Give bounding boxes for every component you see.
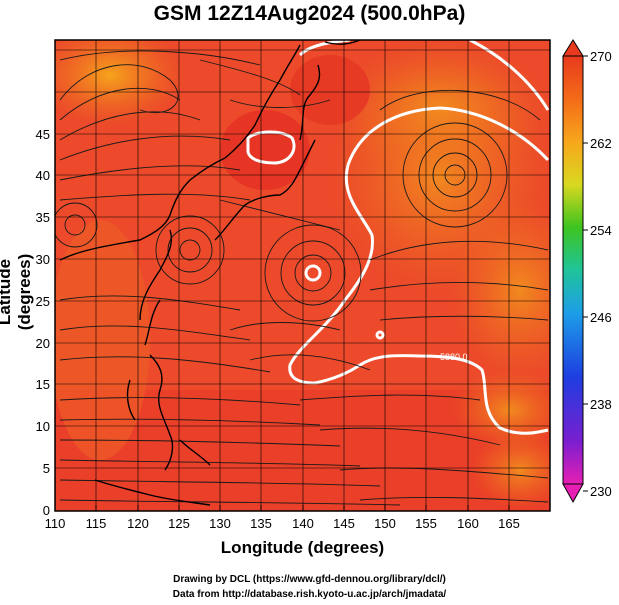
x-axis-label: Longitude (degrees): [220, 538, 385, 557]
chart-title: GSM 12Z14Aug2024 (500.0hPa): [153, 2, 466, 25]
x-tick-labels: 110 115 120 125 130 135 140 145 150 155 …: [45, 516, 520, 531]
contour-label: 5880.0: [440, 352, 468, 362]
x-tick-label: 155: [415, 516, 437, 531]
x-tick-label: 145: [333, 516, 355, 531]
x-tick-label: 160: [457, 516, 479, 531]
colorbar-label: 246: [590, 310, 612, 325]
axis-ticks: [54, 505, 510, 511]
y-tick-label: 25: [36, 294, 50, 309]
x-tick-label: 125: [168, 516, 190, 531]
y-tick-labels: 0 5 10 15 20 25 30 35 40 45 45: [36, 127, 50, 518]
y-tick-label: 35: [36, 210, 50, 225]
y-tick-label: 0: [43, 503, 50, 518]
colorbar-label: 270: [590, 49, 612, 64]
x-tick-label: 135: [250, 516, 272, 531]
y-tick-label: 5: [43, 461, 50, 476]
colorbar-label: 230: [590, 484, 612, 499]
x-tick-label: 140: [292, 516, 314, 531]
x-tick-label: 115: [86, 516, 107, 531]
data-credit: Data from http://database.rish.kyoto-u.a…: [172, 589, 447, 600]
x-tick-label: 130: [209, 516, 231, 531]
coastlines: [59, 40, 361, 506]
x-tick-label: 110: [45, 516, 66, 531]
y-tick-label: 40: [36, 168, 50, 183]
colorbar-label: 262: [590, 136, 612, 151]
colorbar: 270 262 254 246 238 230: [562, 39, 612, 504]
y-tick-label: 10: [36, 419, 50, 434]
temperature-field: [55, 40, 550, 511]
x-tick-label: 120: [127, 516, 149, 531]
y-tick-label: 20: [36, 336, 50, 351]
grid-lines: [55, 40, 550, 511]
x-tick-label: 150: [374, 516, 396, 531]
y-tick-label: 30: [36, 252, 50, 267]
x-tick-label: 165: [498, 516, 520, 531]
drawing-credit: Drawing by DCL (https://www.gfd-dennou.o…: [173, 574, 446, 585]
colorbar-label: 254: [590, 223, 612, 238]
y-tick-label: 45: [36, 127, 50, 142]
colorbar-label: 238: [590, 397, 612, 412]
y-tick-label: 15: [36, 377, 50, 392]
